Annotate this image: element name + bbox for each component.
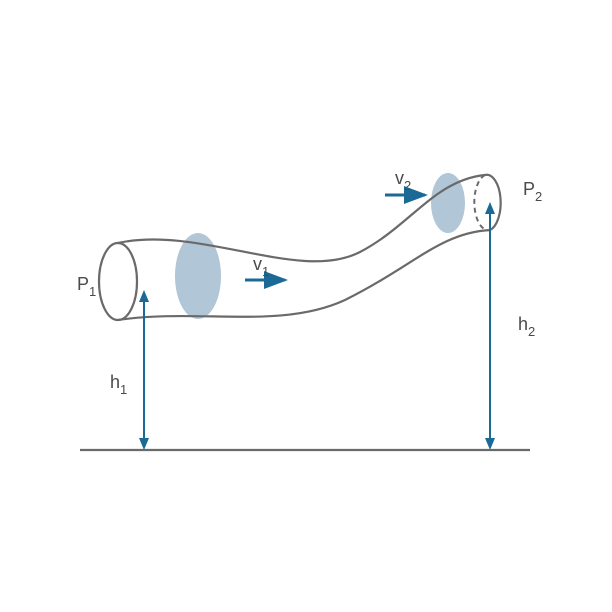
pipe-right-front (485, 175, 501, 230)
pipe-right-back (474, 175, 490, 230)
h2-arrowhead-top (485, 202, 495, 214)
label-v2: v2 (395, 168, 411, 193)
bernoulli-diagram: P1 P2 v1 v2 h1 h2 (0, 0, 612, 612)
h2-arrowhead-bottom (485, 438, 495, 450)
label-p1: P1 (77, 274, 96, 299)
label-v1: v1 (253, 254, 269, 279)
label-h2: h2 (518, 314, 535, 339)
label-p2: P2 (523, 179, 542, 204)
h1-arrowhead-bottom (139, 438, 149, 450)
pipe-bottom (118, 230, 490, 320)
h1-arrowhead-top (139, 290, 149, 302)
pipe-left-opening (99, 243, 137, 320)
pipe-top (118, 175, 485, 261)
label-h1: h1 (110, 372, 127, 397)
